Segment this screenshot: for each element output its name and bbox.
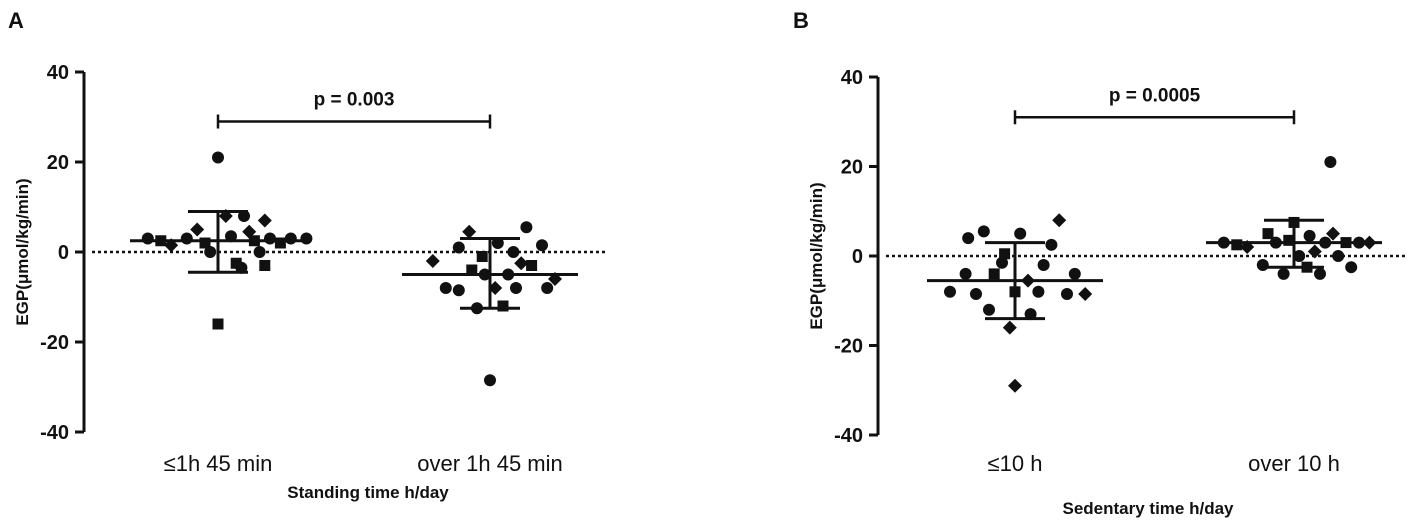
data-point xyxy=(1061,288,1073,301)
y-tick-label: 40 xyxy=(841,67,863,89)
panel-letter: A xyxy=(8,8,24,33)
data-point xyxy=(466,264,478,276)
x-category-label: ≤1h 45 min xyxy=(164,451,273,476)
data-point xyxy=(462,224,477,239)
data-point xyxy=(300,232,313,245)
group-0 xyxy=(927,213,1103,393)
data-point xyxy=(476,251,488,262)
data-point xyxy=(541,282,554,294)
y-tick-label: -40 xyxy=(834,425,863,447)
data-point xyxy=(284,232,297,245)
data-point xyxy=(452,241,465,254)
data-point xyxy=(1332,250,1345,262)
data-point xyxy=(526,260,538,271)
data-point xyxy=(257,213,272,228)
data-point xyxy=(484,374,496,387)
data-point xyxy=(264,232,276,245)
data-point xyxy=(212,151,224,164)
data-point xyxy=(536,239,548,252)
data-point xyxy=(1014,227,1027,240)
data-point xyxy=(1293,250,1306,262)
p-value-label: p = 0.0005 xyxy=(1109,85,1201,106)
group-0 xyxy=(130,151,313,330)
data-point xyxy=(242,224,257,239)
data-point xyxy=(199,237,211,249)
x-category-label: ≤10 h xyxy=(988,451,1043,476)
p-value-label: p = 0.003 xyxy=(314,90,395,111)
data-point xyxy=(204,246,217,258)
y-tick-label: 0 xyxy=(58,242,69,264)
data-point xyxy=(497,300,509,312)
y-axis-title: EGP(μmol/kg/min) xyxy=(13,178,32,325)
data-point xyxy=(141,232,154,245)
data-point xyxy=(514,256,529,271)
panel-b: B -40 -20 0 20 40 EGP(μmol/kg/min) Sedentary ti… xyxy=(793,8,1405,518)
data-point xyxy=(1002,320,1017,335)
data-point xyxy=(439,282,452,294)
data-point xyxy=(253,246,266,258)
data-point xyxy=(510,282,522,294)
data-point xyxy=(988,268,1000,280)
data-point xyxy=(959,267,972,280)
data-point xyxy=(1326,226,1340,241)
group-1 xyxy=(402,221,578,387)
data-point xyxy=(996,256,1008,269)
data-point xyxy=(452,284,465,297)
data-point xyxy=(190,222,205,237)
data-point xyxy=(999,248,1011,260)
data-point xyxy=(1078,287,1093,302)
y-axis-title: EGP(μmol/kg/min) xyxy=(807,182,826,329)
data-point xyxy=(1307,244,1322,259)
data-point xyxy=(1324,156,1337,169)
data-point xyxy=(1256,258,1269,271)
panel-letter: B xyxy=(793,8,809,33)
data-point xyxy=(274,237,286,249)
data-point xyxy=(1231,239,1243,251)
data-point xyxy=(1314,267,1326,280)
data-point xyxy=(212,318,224,330)
y-tick-label: 20 xyxy=(47,152,69,174)
data-point xyxy=(488,281,503,295)
data-point xyxy=(1303,229,1316,242)
data-point xyxy=(259,260,271,271)
data-point xyxy=(1262,228,1274,240)
data-point xyxy=(1037,258,1050,271)
data-point xyxy=(1032,285,1045,298)
panel-a: A -40 -20 0 20 40 EGP(μmol/kg/min) Standing tim… xyxy=(8,8,605,502)
data-point xyxy=(944,285,956,298)
y-tick-label: -20 xyxy=(834,336,863,358)
data-point xyxy=(1277,267,1290,280)
y-tick-label: 20 xyxy=(841,157,863,179)
group-1 xyxy=(1206,156,1382,280)
y-tick-label: 0 xyxy=(852,246,863,268)
data-point xyxy=(520,221,533,234)
data-point xyxy=(1068,267,1081,280)
y-tick-label: 40 xyxy=(47,62,69,84)
data-point xyxy=(1283,234,1295,246)
x-category-label: over 1h 45 min xyxy=(417,451,563,476)
data-point xyxy=(962,232,975,245)
significance-bracket: p = 0.003 xyxy=(216,90,492,129)
x-axis-title: Sedentary time h/day xyxy=(1062,499,1234,518)
data-point xyxy=(230,257,242,269)
data-point xyxy=(1045,238,1058,251)
data-point xyxy=(970,288,982,301)
data-point xyxy=(983,303,995,316)
data-point xyxy=(1008,378,1022,393)
y-tick-label: -20 xyxy=(40,332,69,354)
y-tick-label: -40 xyxy=(40,422,69,444)
data-point xyxy=(180,232,193,245)
data-point xyxy=(425,254,440,268)
x-category-label: over 10 h xyxy=(1248,451,1340,476)
data-point xyxy=(507,246,520,258)
data-point xyxy=(1052,213,1067,228)
x-axis-title: Standing time h/day xyxy=(287,483,449,502)
data-point xyxy=(977,225,990,238)
significance-bracket: p = 0.0005 xyxy=(1013,85,1296,125)
data-point xyxy=(1345,261,1358,274)
